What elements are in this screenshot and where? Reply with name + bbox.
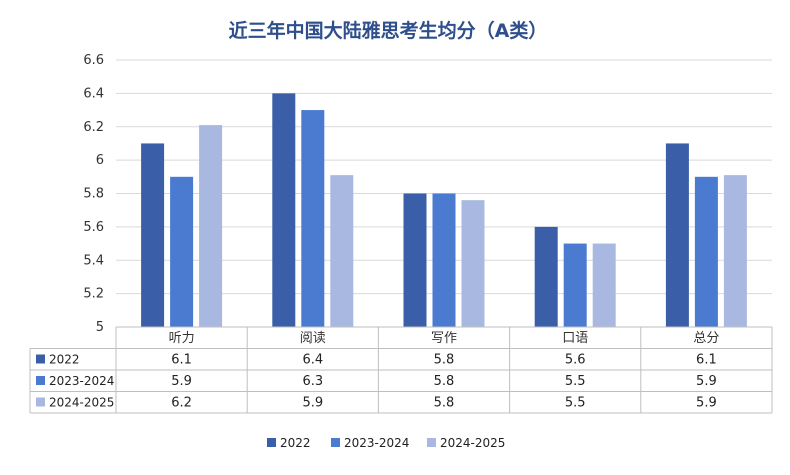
chart-title: 近三年中国大陆雅思考生均分（A类） [229, 19, 548, 42]
table-row-swatch [36, 354, 45, 364]
table-cell: 6.4 [302, 353, 323, 368]
x-category-label: 写作 [431, 331, 457, 346]
bar-2024-2025-3 [592, 243, 616, 327]
table-cell: 5.9 [696, 396, 717, 411]
table-row-label: 2022 [49, 353, 80, 367]
legend: 2022 2023-2024 2024-2025 [267, 436, 505, 450]
y-tick-label: 5.2 [83, 287, 104, 302]
table-cell: 6.2 [171, 396, 192, 411]
x-category-label: 总分 [693, 331, 719, 346]
table-cell: 5.9 [696, 374, 717, 389]
data-table: 听力 阅读 写作 口语 总分 2022 6.1 6.4 5.8 5.6 6.1 2023-2024 5.… [29, 326, 773, 414]
x-category-label: 听力 [169, 331, 195, 346]
table-cell: 6.3 [302, 374, 323, 389]
table-cell: 5.5 [565, 374, 586, 389]
bar-2022-4 [665, 143, 689, 327]
table-cell: 5.8 [434, 353, 455, 368]
y-tick-label: 6.6 [83, 53, 104, 68]
legend-label: 2024-2025 [440, 436, 505, 450]
x-category-label: 口语 [562, 331, 588, 346]
bar-2024-2025-1 [330, 175, 354, 327]
table-row-label: 2023-2024 [49, 374, 114, 388]
bar-2023-2024-2 [432, 193, 456, 327]
y-tick-label: 6 [96, 153, 104, 168]
bar-2023-2024-4 [694, 176, 718, 327]
y-tick-label: 5 [96, 320, 104, 335]
y-axis-ticks: 6.6 6.4 6.2 6 5.8 5.6 5.4 5.2 5 [83, 53, 104, 335]
y-tick-label: 5.8 [83, 187, 104, 202]
table-row-swatch [36, 376, 45, 385]
table-cell: 5.6 [565, 353, 586, 368]
table-cell: 6.1 [171, 353, 192, 368]
x-category-label: 阅读 [300, 331, 326, 346]
bar-2022-1 [272, 93, 296, 327]
bars [141, 93, 747, 327]
table-row-swatch [36, 397, 45, 407]
y-tick-label: 6.4 [83, 86, 104, 101]
bar-2024-2025-0 [199, 125, 223, 327]
legend-label: 2022 [280, 436, 311, 450]
table-cell: 5.8 [434, 374, 455, 389]
y-tick-label: 6.2 [83, 120, 104, 135]
bar-2022-2 [403, 193, 427, 327]
table-cell: 6.1 [696, 353, 717, 368]
bar-2022-0 [141, 143, 165, 327]
bar-2024-2025-4 [723, 175, 747, 327]
table-cell: 5.5 [565, 396, 586, 411]
table-row-label: 2024-2025 [49, 396, 114, 410]
legend-swatch [267, 438, 276, 447]
y-tick-label: 5.6 [83, 220, 104, 235]
table-cell: 5.8 [434, 396, 455, 411]
bar-2023-2024-3 [563, 243, 587, 327]
bar-2023-2024-0 [170, 176, 194, 327]
table-cell: 5.9 [302, 396, 323, 411]
legend-swatch [427, 438, 436, 447]
y-tick-label: 5.4 [83, 253, 104, 268]
legend-label: 2023-2024 [344, 436, 409, 450]
table-cell: 5.9 [171, 374, 192, 389]
bar-2022-3 [534, 226, 558, 327]
bar-2024-2025-2 [461, 200, 485, 327]
legend-swatch [331, 438, 340, 447]
bar-2023-2024-1 [301, 110, 325, 327]
